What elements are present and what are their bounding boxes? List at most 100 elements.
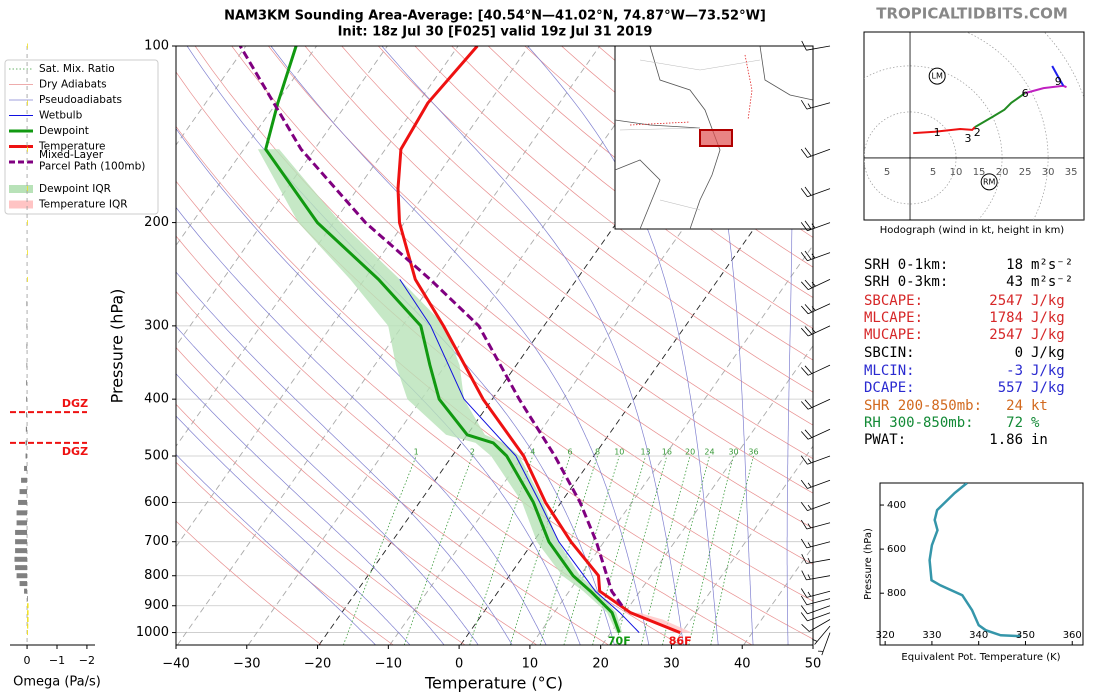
hodograph-line bbox=[913, 126, 976, 135]
wind-barb bbox=[800, 99, 831, 110]
mixing-ratio-label: 30 bbox=[728, 447, 738, 456]
legend-label: Sat. Mix. Ratio bbox=[39, 63, 115, 75]
omega-bar bbox=[26, 362, 28, 368]
omega-bar bbox=[24, 588, 28, 594]
wind-barb bbox=[801, 619, 831, 632]
inset-map bbox=[614, 45, 814, 230]
y-tick-label: 400 bbox=[887, 500, 906, 511]
hodograph: 5 5 10 15 20 25 30 35 1 23 6 9 LM RM bbox=[863, 31, 1085, 221]
x-tick-label: −1 bbox=[49, 654, 65, 667]
index-value: 2547 bbox=[989, 327, 1023, 343]
omega-bar bbox=[25, 440, 28, 446]
x-tick-label: −20 bbox=[304, 657, 331, 672]
omega-bar bbox=[27, 617, 29, 623]
omega-bar bbox=[27, 250, 28, 256]
hodograph-title: Hodograph (wind in kt, height in km) bbox=[880, 225, 1065, 236]
index-unit: J/kg bbox=[1031, 310, 1065, 326]
mixing-ratio-label: 6 bbox=[568, 447, 573, 456]
legend: Sat. Mix. Ratio Dry Adiabats Pseudoadiabat… bbox=[4, 59, 159, 215]
isotherm bbox=[247, 46, 671, 645]
dry-adiabat bbox=[487, 46, 813, 298]
storm-motion-label: RM bbox=[983, 177, 996, 186]
profile-line bbox=[399, 279, 640, 633]
dry-adiabat bbox=[194, 46, 813, 565]
dry-adiabat bbox=[231, 46, 813, 529]
height-label: 9 bbox=[1055, 75, 1062, 88]
omega-bar bbox=[27, 610, 29, 616]
omega-bar bbox=[27, 596, 28, 602]
omega-bar bbox=[16, 573, 28, 579]
mixing-ratio-line bbox=[710, 455, 754, 645]
wind-barb bbox=[800, 250, 831, 262]
dry-adiabat bbox=[176, 403, 466, 645]
index-value: -3 bbox=[1006, 363, 1023, 379]
dry-adiabat bbox=[176, 180, 753, 645]
y-tick-label: 800 bbox=[144, 568, 169, 583]
dry-adiabat bbox=[341, 46, 813, 426]
index-unit: m²s⁻² bbox=[1031, 274, 1073, 290]
wind-barb bbox=[800, 501, 831, 511]
pseudoadiabat bbox=[176, 271, 513, 645]
index-value: 43 bbox=[1006, 274, 1023, 290]
mixing-ratio-label: 24 bbox=[704, 447, 714, 456]
x-tick-label: 15 bbox=[973, 167, 986, 178]
dry-adiabat bbox=[176, 461, 394, 645]
isotherm bbox=[530, 244, 813, 645]
mixing-ratio-line bbox=[403, 455, 473, 645]
mixing-ratio-line bbox=[343, 455, 417, 645]
mixing-ratio-line bbox=[688, 455, 734, 645]
indices-table: SRH 0-1km: 18 m²s⁻² SRH 0-3km: 43 m²s⁻² SBCAPE… bbox=[864, 257, 1073, 448]
omega-bar bbox=[19, 581, 28, 587]
x-axis-label: Temperature (°C) bbox=[424, 674, 563, 693]
index-unit: J/kg bbox=[1031, 380, 1065, 396]
pseudoadiabat bbox=[176, 206, 547, 645]
x-tick-label: 340 bbox=[969, 630, 988, 641]
wind-barb bbox=[800, 519, 831, 530]
omega-bar bbox=[26, 412, 28, 418]
omega-x-label: Omega (Pa/s) bbox=[13, 675, 101, 690]
wind-barb bbox=[812, 625, 831, 645]
profile-line bbox=[396, 46, 681, 634]
index-label: SBCAPE: bbox=[864, 293, 923, 309]
omega-bar bbox=[15, 548, 28, 554]
x-tick-label: 5 bbox=[930, 167, 936, 178]
omega-bar bbox=[16, 520, 28, 526]
isotherm bbox=[176, 46, 530, 548]
index-unit: J/kg bbox=[1031, 345, 1065, 361]
hodograph-line bbox=[974, 92, 1026, 128]
y-tick-label: 800 bbox=[887, 588, 906, 599]
hodograph-line bbox=[1051, 65, 1065, 87]
plot-frame bbox=[175, 45, 814, 646]
omega-bar bbox=[15, 539, 28, 545]
x-tick-label: 35 bbox=[1065, 167, 1078, 178]
wind-barb bbox=[800, 455, 831, 465]
omega-bar bbox=[25, 453, 28, 459]
chart-title: NAM3KM Sounding Area-Average: [40.54°N—4… bbox=[224, 9, 766, 24]
wind-barb bbox=[800, 147, 831, 158]
x-tick-label: −30 bbox=[233, 657, 260, 672]
mixing-ratio-label: 8 bbox=[595, 447, 600, 456]
wind-barb bbox=[800, 605, 831, 615]
legend-label: Temperature IQR bbox=[38, 199, 128, 211]
index-label: SHR 200-850mb: bbox=[864, 398, 982, 414]
wind-barb bbox=[801, 364, 831, 376]
dry-adiabat bbox=[176, 125, 813, 640]
pseudoadiabat bbox=[786, 46, 793, 645]
x-tick-label: −10 bbox=[375, 657, 402, 672]
wind-barb bbox=[800, 479, 831, 489]
isotherm bbox=[672, 445, 813, 645]
omega-bar bbox=[27, 146, 28, 152]
pseudoadiabat bbox=[176, 128, 581, 645]
dry-adiabat bbox=[451, 46, 813, 329]
mixing-ratio-line bbox=[469, 455, 534, 645]
x-tick-label: 25 bbox=[1019, 167, 1032, 178]
y-tick-label: 600 bbox=[144, 495, 169, 510]
legend-label: Dewpoint IQR bbox=[39, 183, 111, 195]
index-unit: J/kg bbox=[1031, 363, 1065, 379]
omega-bar bbox=[27, 220, 28, 226]
mixing-ratio-label: 13 bbox=[640, 447, 650, 456]
dry-adiabat bbox=[176, 290, 609, 645]
pseudoadiabat bbox=[176, 373, 445, 645]
